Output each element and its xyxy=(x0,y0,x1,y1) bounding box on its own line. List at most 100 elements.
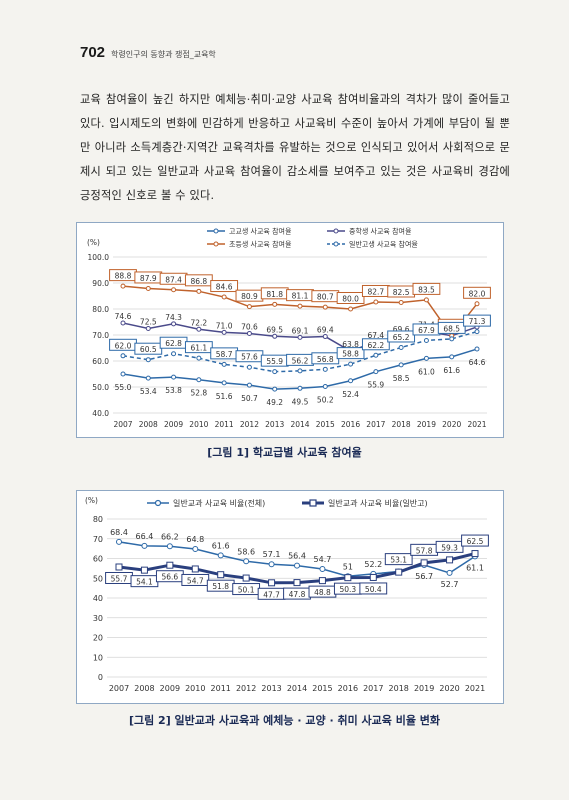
data-point xyxy=(166,561,174,569)
legend-label: 일반교과 사교육 비율(전체) xyxy=(173,498,265,508)
data-point xyxy=(196,377,202,383)
figure-1-chart: (%) 100.0 90.0 80.0 70.0 60.0 50.0 40.0 2007 2008… xyxy=(76,222,504,438)
data-label: 84.6 xyxy=(216,283,233,292)
data-label: 52.2 xyxy=(364,560,382,569)
y-tick-label: 70 xyxy=(93,535,103,544)
data-point xyxy=(140,566,148,574)
data-label: 54.1 xyxy=(136,578,153,587)
data-label: 56.2 xyxy=(292,356,309,365)
data-label: 82.7 xyxy=(368,287,385,296)
data-point xyxy=(344,574,352,582)
x-tick-label: 2019 xyxy=(417,420,436,429)
data-label: 58.5 xyxy=(393,374,410,383)
data-point xyxy=(191,565,199,573)
data-label: 56.4 xyxy=(288,552,306,561)
data-label: 52.7 xyxy=(441,580,459,589)
x-tick-label: 2021 xyxy=(465,684,485,693)
data-label-box xyxy=(336,347,365,360)
y-tick-label: 100.0 xyxy=(88,253,110,262)
data-point xyxy=(373,352,379,358)
x-tick-label: 2018 xyxy=(392,420,411,429)
data-label: 74.3 xyxy=(165,313,182,322)
x-tick-label: 2015 xyxy=(316,420,335,429)
data-label: 72.2 xyxy=(191,318,208,327)
x-tick-label: 2012 xyxy=(236,684,256,693)
body-paragraph-block: 교육 참여율이 높긴 하지만 예체능·취미·교양 사교육 참여비율과의 격차가 … xyxy=(80,88,510,208)
data-point xyxy=(145,375,151,381)
x-tick-label: 2010 xyxy=(185,684,205,693)
data-point xyxy=(449,336,455,342)
data-label: 50.4 xyxy=(365,585,382,594)
data-label: 57.1 xyxy=(263,550,281,559)
x-tick-label: 2020 xyxy=(442,420,461,429)
data-point xyxy=(446,556,454,564)
x-tick-label: 2018 xyxy=(389,684,409,693)
data-label: 71.3 xyxy=(469,317,486,326)
data-label: 51.6 xyxy=(216,392,233,401)
x-tick-label: 2021 xyxy=(467,420,486,429)
data-label: 69.1 xyxy=(292,326,309,335)
data-label: 66.4 xyxy=(136,532,154,541)
x-tick-label: 2013 xyxy=(265,420,284,429)
data-label-box xyxy=(361,338,390,351)
data-label: 56.7 xyxy=(415,572,433,581)
figure-2-chart: (%) 80 70 60 50 40 30 20 10 0 2007 2008 2009 2010 2011… xyxy=(76,490,504,704)
x-tick-label: 2013 xyxy=(261,684,281,693)
data-point xyxy=(242,574,250,582)
data-point xyxy=(145,357,151,363)
data-label: 61.1 xyxy=(466,563,484,572)
figure-2-caption: [그림 2] 일반교과 사교육과 예체능 · 교양 · 취미 사교육 비율 변화 xyxy=(128,714,441,727)
legend-marker xyxy=(213,228,219,234)
data-label-box xyxy=(437,321,466,334)
data-point xyxy=(196,326,202,332)
data-point xyxy=(297,303,303,309)
data-label-box xyxy=(463,286,491,299)
legend-marker xyxy=(309,499,317,507)
data-label: 69.4 xyxy=(317,326,334,335)
data-point xyxy=(423,337,429,343)
data-label: 87.4 xyxy=(165,275,182,284)
data-point xyxy=(297,385,303,391)
data-label: 70.6 xyxy=(241,322,258,331)
x-tick-label: 2011 xyxy=(211,684,231,693)
data-label: 50.3 xyxy=(340,585,357,594)
data-point xyxy=(246,364,252,370)
data-label: 63.8 xyxy=(342,340,359,349)
data-label: 80.9 xyxy=(241,292,258,301)
data-label: 61.1 xyxy=(191,344,208,353)
data-label: 80.7 xyxy=(317,293,334,302)
data-point xyxy=(297,334,303,340)
x-tick-label: 2019 xyxy=(414,684,434,693)
data-point xyxy=(294,562,300,569)
data-point xyxy=(116,538,122,545)
data-label-box xyxy=(461,534,489,547)
y-tick-label: 50 xyxy=(93,574,103,583)
school-level-participation-chart: (%) 100.0 90.0 80.0 70.0 60.0 50.0 40.0 2007 2008… xyxy=(87,227,491,429)
data-label: 80.0 xyxy=(342,295,359,304)
legend-label: 초등생 사교육 참여율 xyxy=(229,240,292,249)
data-point xyxy=(272,369,278,375)
body-paragraph: 교육 참여율이 높긴 하지만 예체능·취미·교양 사교육 참여비율과의 격차가 … xyxy=(80,93,510,202)
x-tick-label: 2016 xyxy=(338,684,358,693)
data-point xyxy=(423,297,429,303)
data-label: 55.7 xyxy=(111,574,128,583)
x-tick-label: 2012 xyxy=(240,420,259,429)
data-point xyxy=(398,362,404,368)
x-tick-label: 2015 xyxy=(312,684,332,693)
y-tick-label: 50.0 xyxy=(92,383,109,392)
data-point xyxy=(246,330,252,336)
data-label-box xyxy=(184,341,213,354)
data-point xyxy=(474,329,480,335)
data-label-box xyxy=(412,282,441,295)
x-tick-label: 2020 xyxy=(439,684,459,693)
data-label: 56.8 xyxy=(317,355,334,364)
data-label: 87.9 xyxy=(140,274,157,283)
y-tick-label: 80.0 xyxy=(92,305,109,314)
page-number: 702 xyxy=(80,44,106,61)
legend-marker xyxy=(213,241,219,247)
data-label: 72.5 xyxy=(140,318,157,327)
y-tick-label: 90.0 xyxy=(92,279,109,288)
data-label-box xyxy=(463,314,491,327)
data-label-box xyxy=(384,553,413,566)
